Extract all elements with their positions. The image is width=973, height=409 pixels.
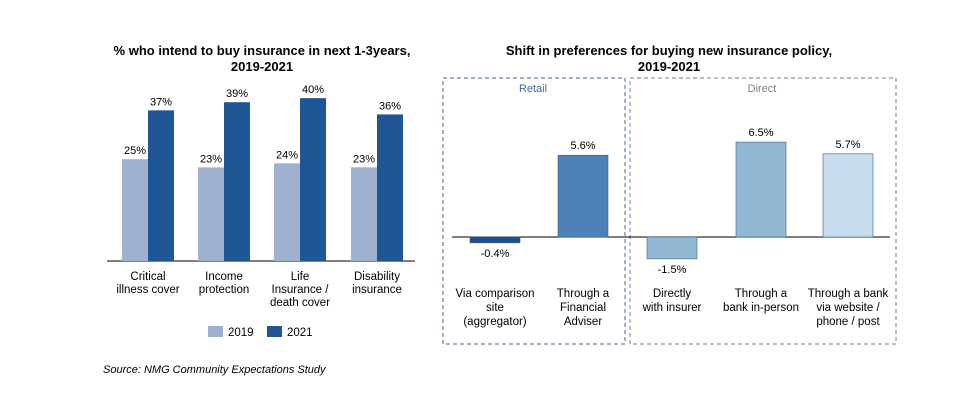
left-bar-label-2021-1: 39% (226, 88, 248, 100)
left-bar-label-2021-0: 37% (150, 96, 172, 108)
left-bar-label-2021-2: 40% (302, 84, 324, 96)
right-category-label-1-2: Adviser (564, 316, 603, 328)
legend-swatch-2019 (208, 326, 223, 337)
retail-group-label: Retail (519, 83, 547, 95)
left-chart-bars: 25% 37% 23% 39% 24% 40% 23% 36% (122, 84, 403, 262)
legend-label-2019: 2019 (228, 327, 254, 339)
direct-group-box (629, 77, 897, 345)
right-bar-label-4: 5.7% (835, 139, 860, 151)
legend-swatch-2021 (267, 326, 282, 337)
right-bar-1 (557, 154, 609, 238)
right-category-label-0-0: Via comparison (455, 288, 534, 300)
right-bar-3 (735, 141, 787, 238)
left-category-label-0-1: illness cover (116, 284, 179, 296)
left-category-label-3-0: Disability (354, 271, 400, 283)
left-bar-2021-1 (224, 102, 250, 261)
right-category-label-4-0: Through a bank (808, 288, 889, 300)
left-bar-label-2021-3: 36% (379, 100, 401, 112)
right-bar-label-3: 6.5% (748, 127, 773, 139)
left-bar-2019-1 (198, 167, 224, 261)
left-category-label-2-2: death cover (270, 297, 330, 309)
left-category-label-2-1: Insurance / (272, 284, 330, 296)
source-note: Source: NMG Community Expectations Study (103, 364, 327, 376)
right-chart-title-line1: Shift in preferences for buying new insu… (506, 43, 832, 58)
left-bar-label-2019-0: 25% (124, 145, 146, 157)
right-category-label-4-1: via website / (816, 302, 880, 314)
left-bar-2021-2 (300, 98, 326, 262)
right-bar-0 (469, 236, 521, 244)
right-category-label-2-1: with insurer (642, 302, 702, 314)
right-bar-label-0: -0.4% (481, 248, 510, 260)
right-category-label-0-1: site (486, 302, 504, 314)
right-chart-bars: -0.4% 5.6% -1.5% 6.5% 5.7% (469, 127, 874, 276)
left-bar-2019-3 (351, 167, 377, 261)
right-bar-label-2: -1.5% (658, 264, 687, 276)
right-category-label-2-0: Directly (653, 288, 692, 300)
right-category-label-1-1: Financial (560, 302, 606, 314)
left-chart-title-line1: % who intend to buy insurance in next 1-… (114, 43, 411, 58)
right-chart-categories: Via comparison site (aggregator) Through a F… (455, 288, 888, 328)
left-category-label-3-1: insurance (352, 284, 402, 296)
right-category-label-1-0: Through a (557, 288, 610, 300)
left-bar-2021-0 (148, 110, 174, 261)
right-bar-4 (822, 153, 874, 238)
left-category-label-1-1: protection (199, 284, 250, 296)
left-bar-2021-3 (377, 114, 403, 261)
direct-group-label: Direct (748, 83, 777, 95)
left-bar-2019-0 (122, 159, 148, 261)
right-bar-2 (646, 236, 698, 260)
left-category-label-1-0: Income (205, 271, 243, 283)
right-category-label-0-2: (aggregator) (463, 316, 526, 328)
left-bar-label-2019-2: 24% (276, 149, 298, 161)
right-category-label-4-2: phone / post (816, 316, 880, 328)
right-chart-title-line2: 2019-2021 (638, 59, 700, 74)
left-chart-title-line2: 2019-2021 (231, 59, 293, 74)
left-bar-label-2019-1: 23% (200, 153, 222, 165)
left-bar-label-2019-3: 23% (353, 153, 375, 165)
right-bar-label-1: 5.6% (570, 140, 595, 152)
left-bar-2019-2 (274, 163, 300, 261)
left-category-label-0-0: Critical (130, 271, 165, 283)
right-category-label-3-1: bank in-person (723, 302, 799, 314)
left-category-label-2-0: Life (291, 271, 310, 283)
legend-label-2021: 2021 (287, 327, 313, 339)
right-category-label-3-0: Through a (735, 288, 788, 300)
retail-group-box (442, 77, 626, 345)
